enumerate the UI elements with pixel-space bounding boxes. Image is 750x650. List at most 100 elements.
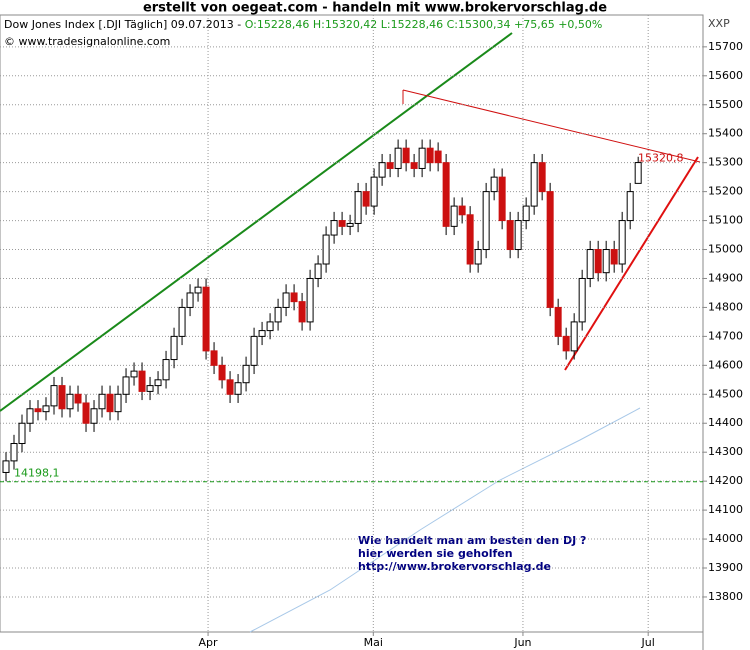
annotation: http://www.brokervorschlag.de bbox=[358, 560, 551, 573]
candle-body bbox=[466, 214, 474, 265]
candle-body bbox=[546, 191, 554, 308]
candle-body bbox=[34, 408, 42, 413]
candle-body bbox=[626, 191, 634, 222]
candle-body bbox=[50, 385, 58, 407]
candle-body bbox=[186, 292, 194, 308]
candle-body bbox=[514, 220, 522, 251]
candle-body bbox=[330, 220, 338, 236]
candle-body bbox=[178, 306, 186, 337]
candle-body bbox=[594, 249, 602, 274]
candle-body bbox=[506, 220, 514, 251]
candle-body bbox=[162, 359, 170, 381]
candle-body bbox=[442, 162, 450, 227]
candle-body bbox=[618, 220, 626, 265]
candle-body bbox=[362, 191, 370, 207]
candle-body bbox=[74, 393, 82, 404]
candle-body bbox=[106, 393, 114, 413]
peak-label: 15320,8 bbox=[638, 152, 684, 165]
candle-body bbox=[250, 335, 258, 366]
candle-body bbox=[170, 335, 178, 361]
y-tick-label: 13800 bbox=[708, 590, 743, 603]
trendline-wedge bbox=[564, 156, 699, 371]
candle-body bbox=[194, 286, 202, 294]
candle-body bbox=[346, 222, 354, 227]
candle-body bbox=[258, 330, 266, 337]
candle-body bbox=[562, 335, 570, 352]
candle-body bbox=[354, 191, 362, 224]
candle-body bbox=[554, 306, 562, 337]
candle-body bbox=[290, 292, 298, 303]
chart-title: erstellt von oegeat.com - handeln mit ww… bbox=[143, 1, 607, 16]
y-tick-label: 15700 bbox=[708, 40, 743, 53]
candle-body bbox=[426, 147, 434, 164]
candle-body bbox=[634, 162, 642, 184]
candle-body bbox=[522, 205, 530, 222]
candle-body bbox=[146, 385, 154, 392]
y-tick-label: 14200 bbox=[708, 474, 743, 487]
candle-body bbox=[298, 301, 306, 323]
x-tick-label: Mai bbox=[364, 636, 383, 649]
y-tick-label: 14100 bbox=[708, 503, 743, 516]
candle-body bbox=[370, 176, 378, 207]
candle-body bbox=[130, 370, 138, 378]
candle-body bbox=[98, 393, 106, 410]
y-tick-label: 15300 bbox=[708, 156, 743, 169]
candle-body bbox=[82, 402, 90, 424]
candle-body bbox=[338, 220, 346, 227]
y-tick-label: 14700 bbox=[708, 329, 743, 342]
reference-label: 14198,1 bbox=[14, 467, 60, 480]
candle-body bbox=[242, 364, 250, 384]
candle-body bbox=[58, 385, 66, 410]
candle-body bbox=[474, 249, 482, 265]
y-tick-label: 14500 bbox=[708, 387, 743, 400]
y-tick-label: 15000 bbox=[708, 243, 743, 256]
candle-body bbox=[530, 162, 538, 207]
moving-average bbox=[249, 407, 641, 633]
candle-body bbox=[218, 364, 226, 381]
candle-body bbox=[602, 249, 610, 274]
y-tick-label: 14800 bbox=[708, 300, 743, 313]
candle-body bbox=[322, 234, 330, 265]
annotation: hier werden sie geholfen bbox=[358, 547, 513, 560]
candle-body bbox=[234, 382, 242, 395]
candle-body bbox=[386, 162, 394, 169]
candle-body bbox=[394, 147, 402, 169]
axis-code: XXP bbox=[708, 17, 730, 30]
candle-body bbox=[482, 191, 490, 251]
candle-body bbox=[26, 408, 34, 424]
x-tick-label: Jul bbox=[641, 636, 655, 649]
candle-body bbox=[90, 408, 98, 424]
candle-body bbox=[122, 376, 130, 395]
candle-body bbox=[586, 249, 594, 279]
candle-body bbox=[402, 147, 410, 164]
candle-body bbox=[114, 393, 122, 413]
candle-body bbox=[226, 379, 234, 395]
subtitle-text: Dow Jones Index [.DJI Täglich] 09.07.201… bbox=[4, 18, 245, 31]
subtitle: Dow Jones Index [.DJI Täglich] 09.07.201… bbox=[4, 18, 602, 31]
candle-body bbox=[450, 205, 458, 227]
y-tick-label: 13900 bbox=[708, 561, 743, 574]
x-tick-label: Jun bbox=[513, 636, 531, 649]
candle-body bbox=[266, 321, 274, 332]
x-tick-label: Apr bbox=[199, 636, 219, 649]
candle-body bbox=[458, 205, 466, 216]
y-tick-label: 14600 bbox=[708, 358, 743, 371]
candle-body bbox=[378, 162, 386, 178]
y-tick-label: 15200 bbox=[708, 185, 743, 198]
candle-body bbox=[274, 306, 282, 323]
candle-body bbox=[66, 393, 74, 410]
candle-body bbox=[418, 147, 426, 169]
candle-body bbox=[282, 292, 290, 308]
y-tick-label: 14400 bbox=[708, 416, 743, 429]
candle-body bbox=[138, 370, 146, 392]
y-tick-label: 14300 bbox=[708, 445, 743, 458]
y-tick-label: 15600 bbox=[708, 69, 743, 82]
y-tick-label: 15500 bbox=[708, 98, 743, 111]
annotation: Wie handelt man am besten den DJ ? bbox=[358, 534, 586, 547]
candle-body bbox=[314, 263, 322, 279]
candle-body bbox=[154, 379, 162, 387]
quote: O:15228,46 H:15320,42 L:15228,46 C:15300… bbox=[245, 18, 603, 31]
candle-body bbox=[10, 443, 18, 462]
y-tick-label: 14900 bbox=[708, 271, 743, 284]
